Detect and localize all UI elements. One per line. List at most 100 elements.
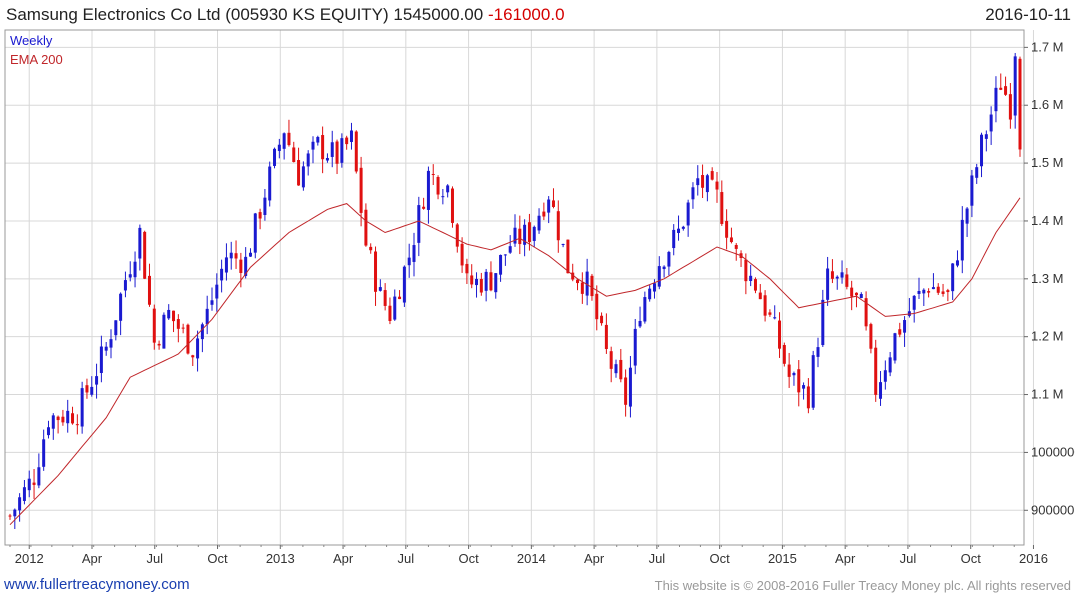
candle-body (157, 343, 161, 346)
candle-body (22, 487, 26, 501)
x-tick-label: Oct (710, 551, 731, 566)
x-tick-label: 2012 (15, 551, 44, 566)
candle-body (248, 252, 252, 257)
candle-body (936, 286, 940, 293)
candle-body (681, 226, 685, 229)
footer-url[interactable]: www.fullertreacymoney.com (4, 576, 190, 593)
candle-body (792, 372, 796, 376)
candle-body (292, 147, 296, 162)
candle-body (388, 305, 392, 321)
candle-body (359, 167, 363, 213)
candle-body (470, 275, 474, 285)
x-tick-label: 2016 (1019, 551, 1048, 566)
x-tick-label: Jul (146, 551, 163, 566)
candle-body (37, 467, 41, 486)
candle-body (311, 141, 315, 150)
candle-body (431, 173, 435, 175)
candle-body (18, 497, 22, 511)
candle-body (325, 157, 329, 161)
title-text: Samsung Electronics Co Ltd (005930 KS EQ… (6, 5, 484, 24)
candle-body (306, 153, 310, 167)
candle-body (422, 206, 426, 209)
candle-body (176, 319, 180, 329)
x-tick-label: Apr (82, 551, 103, 566)
candle-body (234, 253, 238, 259)
candle-body (518, 228, 522, 245)
y-tick-label: 1.4 M (1031, 213, 1064, 228)
candle-body (537, 215, 541, 231)
candle-body (229, 252, 233, 259)
x-tick-label: 2015 (768, 551, 797, 566)
candle-body (614, 364, 618, 374)
candle-body (604, 324, 608, 350)
candle-body (816, 347, 820, 357)
candle-body (393, 296, 397, 320)
candle-body (648, 288, 652, 300)
candle-body (705, 175, 709, 193)
x-tick-label: Oct (207, 551, 228, 566)
candle-body (657, 266, 661, 287)
candle-body (686, 202, 690, 226)
candle-body (600, 315, 604, 324)
candle-body (960, 219, 964, 261)
ema-200-line (9, 197, 1021, 526)
candle-body (874, 347, 878, 395)
y-tick-label: 900000 (1031, 502, 1074, 517)
candle-body (672, 229, 676, 249)
candle-body (576, 279, 580, 284)
x-tick-label: 2014 (517, 551, 546, 566)
candle-body (465, 263, 469, 274)
candle-body (802, 385, 806, 389)
ema-line-group (9, 197, 1021, 526)
legend-weekly: Weekly (10, 33, 53, 48)
candle-body (123, 280, 127, 291)
candle-body (941, 291, 945, 294)
candle-body (840, 272, 844, 278)
candle-body (951, 263, 955, 292)
candle-body (224, 257, 228, 273)
candle-body (273, 148, 277, 166)
candle-body (980, 134, 984, 167)
y-tick-label: 1.6 M (1031, 97, 1064, 112)
candle-body (484, 271, 488, 291)
candle-body (869, 324, 873, 349)
candle-body (753, 279, 757, 291)
candle-body (412, 245, 416, 262)
candle-body (27, 478, 31, 491)
candle-body (277, 144, 281, 151)
candle-body (354, 131, 358, 172)
candle-body (643, 297, 647, 322)
candle-body (479, 278, 483, 293)
candle-body (744, 259, 748, 282)
candle-body (42, 439, 46, 467)
candle-body (378, 287, 382, 291)
candle-body (455, 224, 459, 247)
candle-body (340, 138, 344, 163)
candle-body (80, 388, 84, 427)
candle-body (609, 351, 613, 369)
candle-body (104, 346, 108, 351)
candle-body (830, 271, 834, 279)
candle-body (864, 298, 868, 327)
candle-body (710, 171, 714, 180)
x-tick-label: Apr (584, 551, 605, 566)
candle-body (215, 284, 219, 299)
candle-body (758, 292, 762, 300)
candle-body (946, 290, 950, 293)
x-tick-label: Oct (458, 551, 479, 566)
candle-body (556, 211, 560, 241)
candle-body (383, 290, 387, 306)
y-tick-label: 1.2 M (1031, 329, 1064, 344)
candle-body (90, 386, 94, 395)
candle-body (369, 246, 373, 251)
candle-body (662, 266, 666, 270)
candle-body (898, 329, 902, 335)
candle-body (826, 268, 830, 300)
candle-body (917, 290, 921, 294)
candle-body (200, 324, 204, 340)
candle-body (210, 300, 214, 305)
candle-body (566, 239, 570, 274)
candle-body (152, 308, 156, 343)
chart-date: 2016-10-11 (985, 5, 1071, 24)
candle-body (532, 226, 536, 241)
